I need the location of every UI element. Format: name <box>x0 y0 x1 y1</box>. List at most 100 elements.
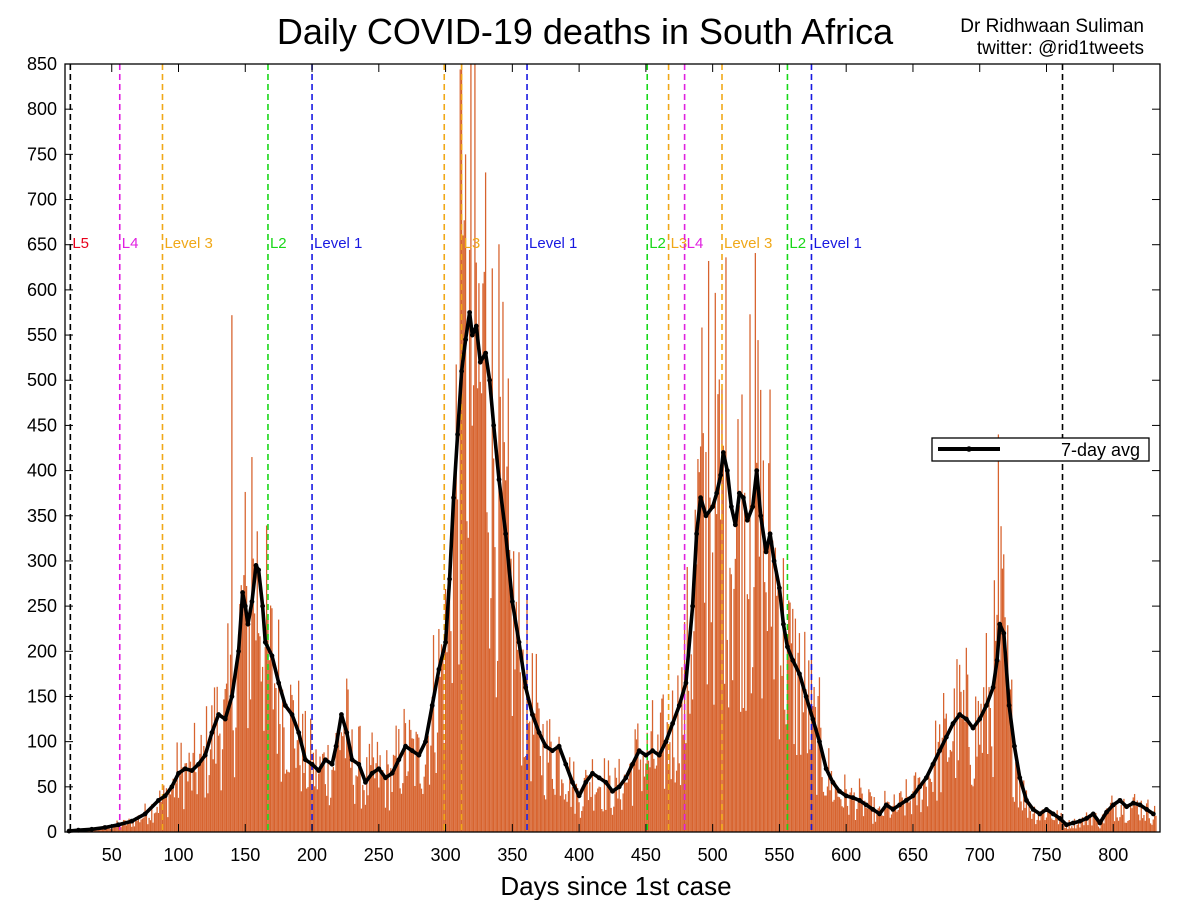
avg-point <box>718 472 724 478</box>
avg-point <box>650 748 655 754</box>
daily-bar <box>502 301 504 832</box>
daily-bar <box>1001 568 1004 832</box>
daily-bar <box>631 805 634 832</box>
avg-point <box>116 822 121 828</box>
daily-bar <box>868 789 870 832</box>
avg-point <box>276 680 282 686</box>
daily-bar <box>498 244 500 833</box>
daily-bar <box>784 709 786 832</box>
avg-point <box>496 477 502 483</box>
daily-bar <box>745 710 747 832</box>
daily-bar <box>298 680 300 832</box>
avg-point <box>487 377 493 383</box>
avg-point <box>316 768 322 773</box>
daily-bar <box>420 788 423 832</box>
daily-bar <box>675 770 678 832</box>
daily-bar <box>796 755 798 832</box>
avg-point <box>843 793 849 799</box>
daily-bar <box>673 757 675 832</box>
daily-bar <box>404 723 407 832</box>
daily-bar <box>602 811 604 832</box>
daily-bar <box>1043 811 1045 832</box>
daily-bar <box>346 678 348 832</box>
daily-bar <box>597 788 599 832</box>
daily-bar <box>203 745 205 832</box>
daily-bar <box>896 811 898 832</box>
avg-point <box>376 766 382 772</box>
daily-bar <box>820 727 822 832</box>
lockdown-label: Level 1 <box>813 235 861 252</box>
daily-bar <box>726 639 728 832</box>
avg-point <box>443 639 448 645</box>
daily-bar <box>988 687 990 832</box>
daily-bar <box>705 452 707 832</box>
daily-bar <box>117 825 120 832</box>
daily-bar <box>304 710 306 832</box>
daily-bar <box>372 757 375 832</box>
daily-bar <box>613 806 615 832</box>
daily-bar <box>500 493 503 832</box>
daily-bar <box>643 776 646 832</box>
daily-bar <box>509 549 511 832</box>
avg-point <box>610 788 615 794</box>
avg-point <box>903 797 909 803</box>
daily-bar <box>639 759 642 832</box>
daily-bar <box>331 769 333 832</box>
daily-bar <box>192 752 194 832</box>
daily-bar <box>609 775 611 832</box>
x-axis-label: Days since 1st case <box>500 871 731 900</box>
y-tick-label: 500 <box>27 370 57 390</box>
daily-bar <box>764 582 766 832</box>
avg-point <box>329 761 335 767</box>
avg-point <box>1050 811 1056 817</box>
daily-bar <box>207 793 209 832</box>
daily-bar <box>416 734 419 832</box>
daily-bar <box>571 786 574 832</box>
daily-bar <box>905 779 907 832</box>
avg-point <box>728 504 734 510</box>
avg-point <box>656 752 662 758</box>
daily-bar <box>124 820 126 832</box>
x-tick-label: 500 <box>698 845 728 865</box>
avg-point <box>736 490 742 496</box>
daily-bar <box>860 787 862 832</box>
avg-point <box>890 807 896 812</box>
daily-bar <box>662 694 664 832</box>
daily-bar <box>852 800 854 832</box>
daily-bar <box>1005 676 1008 832</box>
daily-bar <box>641 791 643 832</box>
avg-point <box>216 712 221 717</box>
daily-bar <box>1008 688 1010 832</box>
daily-bar <box>415 731 417 832</box>
daily-bar <box>1063 822 1065 832</box>
avg-point <box>142 811 148 817</box>
daily-bar <box>967 674 969 832</box>
daily-bar <box>371 732 373 832</box>
daily-bar <box>392 754 395 832</box>
daily-bar <box>878 806 881 832</box>
daily-bar <box>757 340 759 832</box>
avg-point <box>714 490 720 496</box>
daily-bar <box>830 770 833 832</box>
daily-bar <box>816 794 818 832</box>
daily-bar <box>112 827 114 832</box>
daily-bar <box>1075 828 1077 832</box>
daily-bar <box>769 389 771 832</box>
daily-bar <box>483 271 485 832</box>
daily-bar <box>125 825 128 832</box>
daily-bar <box>857 802 859 832</box>
daily-bar <box>209 749 212 832</box>
y-tick-label: 700 <box>27 190 57 210</box>
daily-bar <box>534 713 536 832</box>
daily-bar <box>1137 814 1140 832</box>
avg-point <box>436 666 442 672</box>
daily-bar <box>224 688 226 832</box>
daily-bar <box>722 445 724 832</box>
avg-point <box>930 761 936 767</box>
daily-bar <box>691 699 694 832</box>
daily-bar <box>777 584 779 832</box>
avg-point <box>403 743 408 749</box>
daily-bar <box>183 809 185 832</box>
avg-point <box>339 712 344 717</box>
daily-bar <box>567 791 570 832</box>
